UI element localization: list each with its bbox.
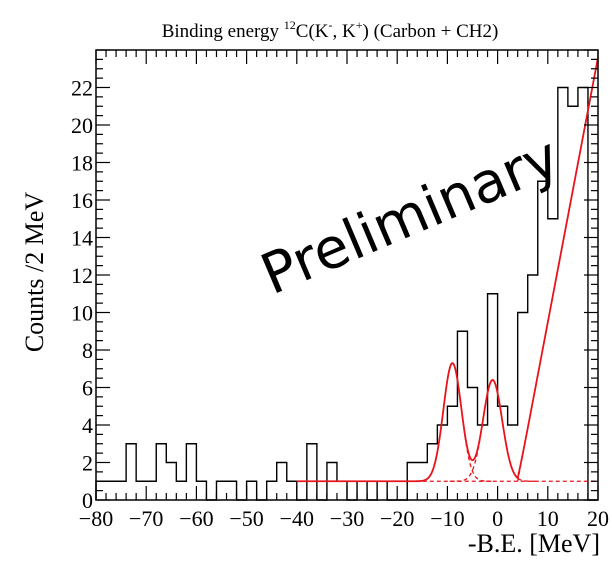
x-tick-label: −50 bbox=[229, 506, 263, 531]
x-tick-label: 0 bbox=[492, 506, 503, 531]
x-axis-label: -B.E. [MeV] bbox=[468, 529, 600, 558]
x-tick-label: −20 bbox=[380, 506, 414, 531]
x-tick-label: −30 bbox=[330, 506, 364, 531]
y-tick-label: 20 bbox=[71, 113, 93, 138]
fit-peak-1 bbox=[411, 362, 494, 482]
y-tick-label: 16 bbox=[71, 188, 93, 213]
chart-title: Binding energy 12C(K-, K+) (Carbon + CH2… bbox=[162, 18, 499, 42]
x-tick-label: −60 bbox=[179, 506, 213, 531]
x-tick-label: −40 bbox=[280, 506, 314, 531]
fit-total-curve bbox=[296, 57, 599, 483]
x-tick-label: −10 bbox=[430, 506, 464, 531]
fit-peak-2 bbox=[449, 379, 536, 482]
y-tick-label: 0 bbox=[82, 488, 93, 513]
x-tick-label: −70 bbox=[129, 506, 163, 531]
x-tick-label: 20 bbox=[587, 506, 609, 531]
x-tick-label: −80 bbox=[79, 506, 113, 531]
y-tick-label: 14 bbox=[71, 226, 93, 251]
preliminary-watermark: Preliminary bbox=[252, 124, 568, 307]
y-axis-label: Counts /2 MeV bbox=[20, 192, 49, 353]
x-tick-label: 10 bbox=[537, 506, 559, 531]
y-tick-label: 4 bbox=[82, 413, 93, 438]
fit-curves bbox=[296, 57, 599, 483]
y-tick-label: 18 bbox=[71, 151, 93, 176]
tick-labels: −80 −70 −60 −50 −40 −30 −20 −10 0 10 20 0 2 4 6 8 10 12 14… bbox=[71, 76, 609, 532]
y-tick-label: 6 bbox=[82, 376, 93, 401]
y-tick-label: 12 bbox=[71, 263, 93, 288]
y-tick-label: 2 bbox=[82, 451, 93, 476]
y-tick-label: 10 bbox=[71, 301, 93, 326]
axis-ticks bbox=[95, 49, 599, 501]
y-tick-label: 22 bbox=[71, 76, 93, 101]
y-tick-label: 8 bbox=[82, 338, 93, 363]
